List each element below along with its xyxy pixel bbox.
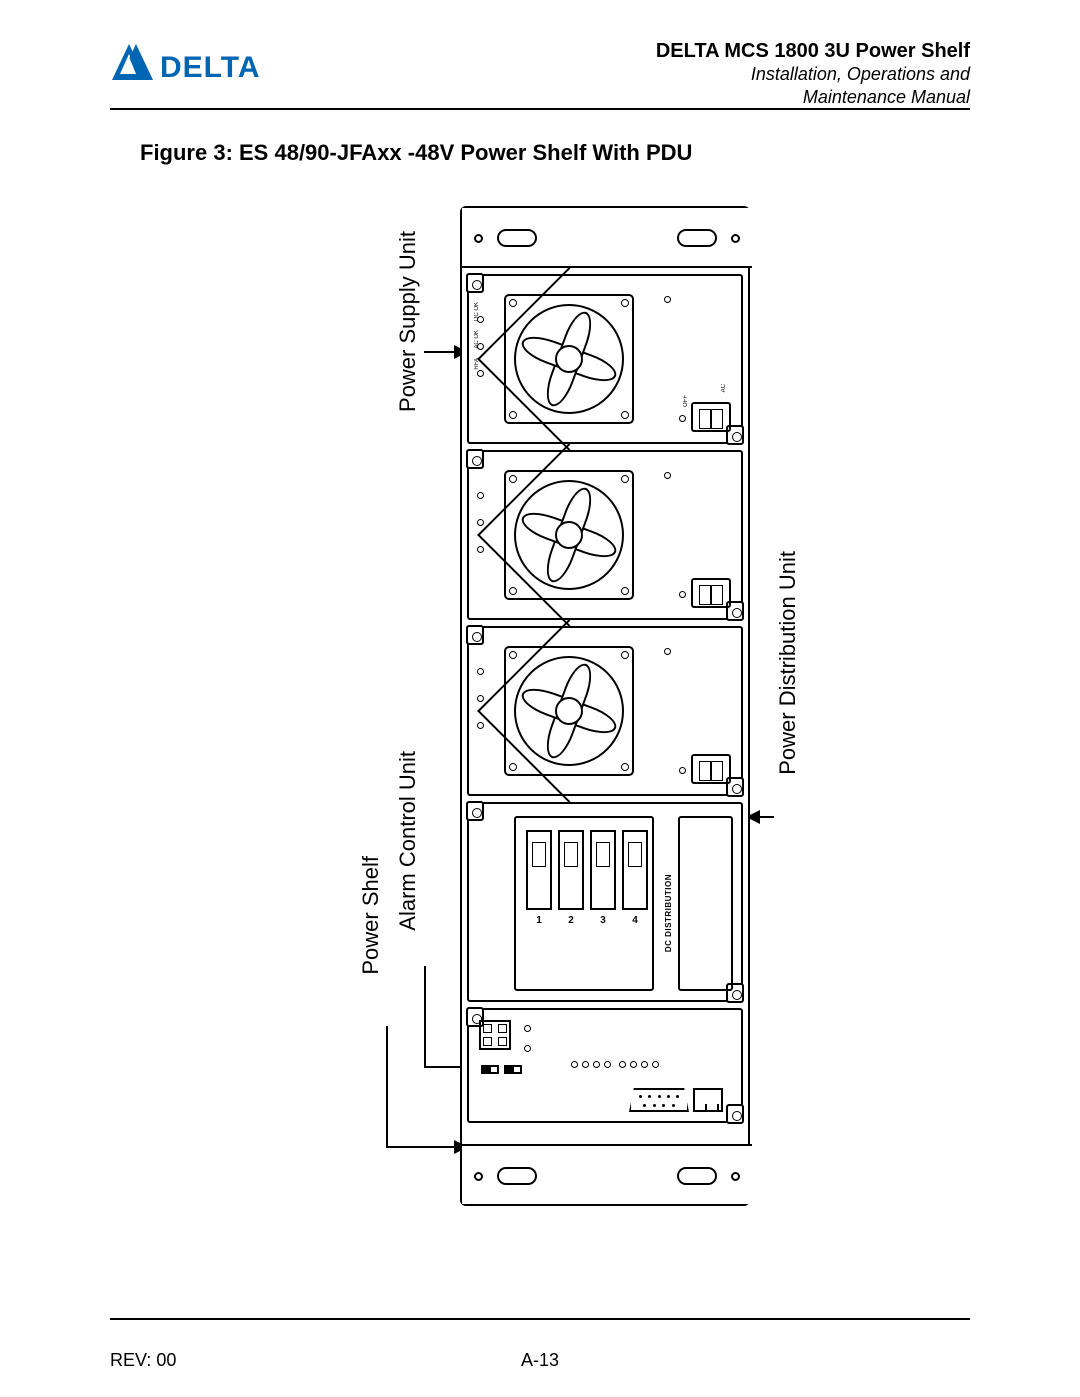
mounting-ear-top xyxy=(462,208,752,268)
acu-module xyxy=(467,1008,743,1123)
page-number: A-13 xyxy=(521,1350,559,1371)
callout-pdu: Power Distribution Unit xyxy=(775,551,801,775)
db9-port-icon xyxy=(629,1088,689,1112)
ac-switch xyxy=(691,402,731,432)
pdu-side-panel xyxy=(678,816,733,991)
status-led-row xyxy=(569,1055,661,1073)
mounting-ear-bottom xyxy=(462,1144,752,1204)
dc-distribution-label: DC DISTRIBUTION xyxy=(664,874,673,952)
callout-shelf: Power Shelf xyxy=(358,856,384,975)
rev-label: REV: 00 xyxy=(110,1350,176,1371)
header-rule xyxy=(110,108,970,110)
footer-rule xyxy=(110,1318,970,1320)
breaker-bank: 1 2 3 4 xyxy=(514,816,654,991)
psu-module-1: DC OK AC OK RFA xyxy=(467,274,743,444)
dip-switch xyxy=(481,1065,499,1074)
psu-module-2 xyxy=(467,450,743,620)
rj45-port-icon xyxy=(693,1088,723,1112)
callout-acu: Alarm Control Unit xyxy=(395,751,421,931)
psu-module-3 xyxy=(467,626,743,796)
brand-text: DELTA xyxy=(160,51,261,84)
doc-title: DELTA MCS 1800 3U Power Shelf xyxy=(656,40,970,63)
terminal-block xyxy=(479,1020,511,1050)
pdu-module: 1 2 3 4 DC DISTRIBUTION xyxy=(467,802,743,1002)
brand-logo: DELTA xyxy=(110,40,290,91)
doc-subtitle-2: Maintenance Manual xyxy=(656,86,970,109)
doc-subtitle-1: Installation, Operations and xyxy=(656,63,970,86)
figure-caption: Figure 3: ES 48/90-JFAxx -48V Power Shel… xyxy=(110,140,970,166)
power-shelf-chassis: DC OK AC OK RFA xyxy=(460,206,750,1206)
figure-diagram: Power Supply Unit Power Shelf Alarm Cont… xyxy=(200,196,880,1256)
callout-psu: Power Supply Unit xyxy=(395,231,421,412)
